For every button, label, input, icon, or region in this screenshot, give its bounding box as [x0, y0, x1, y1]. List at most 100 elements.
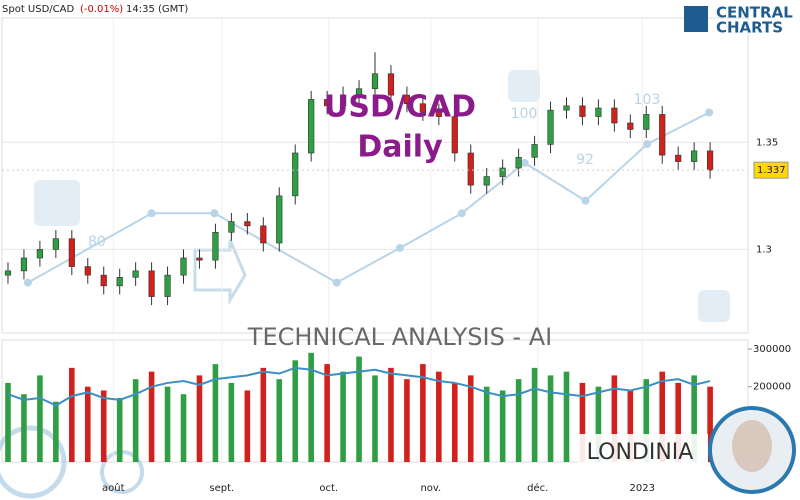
price-panel: [1, 17, 749, 334]
candle-body: [164, 274, 171, 297]
candle-body: [483, 176, 490, 186]
volume-bar: [483, 386, 490, 462]
y-tick-label: 1.3: [756, 244, 772, 255]
candle-body: [595, 107, 602, 117]
y-tick-label: 1.35: [756, 137, 778, 148]
candle-body: [387, 73, 395, 96]
x-tick-label: sept.: [209, 483, 234, 494]
volume-bar: [116, 397, 123, 462]
volume-bar: [84, 386, 91, 462]
candle-body: [20, 257, 28, 272]
candle-body: [435, 111, 442, 117]
candle-body: [419, 103, 426, 113]
candle-body: [611, 107, 618, 124]
candle-body: [244, 221, 251, 227]
icon: [0, 425, 67, 499]
plot: 1.3 1.35 200000 300000 août sept. oct. nov. déc.…: [2, 18, 791, 494]
oscillator-point: [147, 209, 156, 218]
volume-bar: [244, 390, 251, 462]
volume-bar: [324, 364, 330, 462]
brand-box: [578, 434, 708, 470]
volume-bar: [340, 371, 346, 462]
arrow-icon: [193, 239, 247, 306]
candle-body: [212, 231, 219, 261]
volume-bar: [212, 364, 219, 462]
volume-bar: [388, 367, 394, 462]
last-price-box: [753, 161, 789, 179]
volume-bar: [691, 375, 697, 462]
candle-body: [228, 221, 235, 233]
volume-bar: [420, 364, 426, 462]
volume-bar: [196, 375, 203, 462]
candle-body: [52, 238, 59, 250]
instrument: Spot USD/CAD: [2, 4, 74, 15]
candle-body: [579, 105, 586, 117]
candle-body: [308, 99, 315, 154]
volume-bar: [675, 382, 681, 462]
volume-bar: [292, 360, 299, 462]
volume-bar: [132, 379, 139, 462]
candle-body: [324, 99, 331, 107]
oscillator-point: [643, 140, 652, 148]
candle-body: [116, 276, 123, 287]
candle-body: [675, 154, 682, 162]
candle-body: [403, 94, 411, 105]
volume-bar: [515, 379, 522, 462]
oscillator-point: [395, 243, 404, 252]
candle-body: [563, 105, 570, 111]
candle-body: [627, 122, 634, 130]
volume-bar: [404, 379, 410, 462]
candle-body: [276, 195, 283, 244]
volume-bar: [21, 394, 27, 462]
volume-bar: [372, 375, 378, 462]
volume-bar: [228, 382, 235, 462]
candle-body: [451, 116, 458, 154]
logo-text: CENTRAL: [716, 4, 793, 22]
candle-body: [260, 225, 267, 244]
candle-body: [691, 150, 698, 162]
logo-mark: [684, 6, 708, 32]
oscillator-point: [581, 196, 590, 205]
annotation: 92: [576, 152, 594, 168]
brand: LONDINIA: [587, 440, 694, 465]
watermark-period: Daily: [357, 130, 443, 165]
oscillator-line: [27, 111, 710, 284]
time: 14:35 (GMT): [126, 4, 188, 15]
candle-body: [4, 270, 12, 276]
volume-bar: [37, 375, 43, 462]
volume-bar: [499, 390, 506, 462]
icon: [698, 290, 730, 322]
candle-body: [339, 94, 347, 107]
volume-bar: [627, 390, 634, 462]
oscillator-point: [210, 209, 219, 218]
icon: [34, 180, 80, 226]
candle-body: [36, 249, 43, 259]
candle-body: [643, 114, 650, 130]
candle-body: [68, 238, 75, 267]
volume-bar: [707, 386, 713, 462]
volume-bar: [579, 382, 586, 462]
candle-body: [515, 156, 522, 169]
candle-body: [531, 144, 538, 158]
volume-bar: [595, 386, 602, 462]
watermark-ai: TECHNICAL ANALYSIS - AI: [247, 323, 552, 351]
overlay: Spot USD/CAD (-0.01%) 14:35 (GMT) CENTRA…: [2, 4, 796, 494]
volume-bar: [100, 390, 107, 462]
volume-bar: [148, 371, 155, 462]
candle-body: [100, 274, 107, 287]
volume-bar: [276, 379, 283, 462]
last-price-label: 1.337: [757, 165, 786, 176]
volume-average: [7, 366, 711, 407]
volume-bar: [356, 356, 362, 462]
avatar-face: [732, 420, 772, 472]
change: (-0.01%): [80, 4, 123, 15]
oscillator-point: [705, 108, 714, 117]
annotation: 103: [634, 92, 661, 108]
annotation: 100: [511, 106, 538, 122]
x-tick-label: oct.: [319, 483, 338, 494]
candle-body: [355, 88, 363, 96]
oscillator-point: [23, 278, 32, 287]
candle-body: [371, 73, 379, 90]
logo-text: CHARTS: [716, 19, 783, 37]
